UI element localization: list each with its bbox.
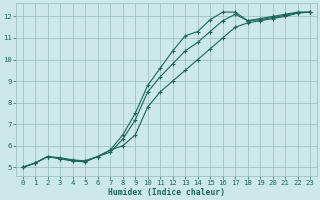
- X-axis label: Humidex (Indice chaleur): Humidex (Indice chaleur): [108, 188, 225, 197]
